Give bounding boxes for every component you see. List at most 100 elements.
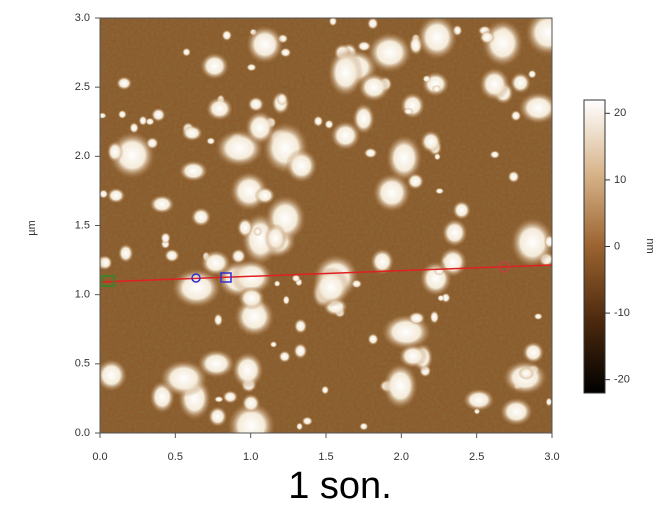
grain	[420, 130, 442, 153]
colorbar	[583, 99, 606, 394]
grain	[206, 137, 216, 145]
grain	[327, 48, 364, 97]
grain	[197, 349, 236, 378]
grain	[149, 194, 175, 214]
grain	[278, 350, 291, 363]
grain	[178, 160, 209, 182]
grain	[367, 333, 379, 346]
afm-image	[100, 18, 552, 433]
grain	[269, 341, 278, 348]
grain	[241, 393, 261, 413]
grain	[545, 397, 552, 407]
grain	[247, 96, 265, 113]
grain	[231, 352, 264, 389]
grain	[181, 125, 203, 142]
grain	[227, 401, 276, 433]
y-tick-label: 2.5	[75, 81, 90, 93]
grain	[324, 119, 334, 130]
y-tick-label: 0.0	[75, 427, 90, 439]
grain	[431, 84, 442, 93]
grain	[434, 187, 445, 195]
grain	[285, 148, 318, 183]
grain	[330, 120, 361, 151]
grain	[182, 47, 191, 57]
grain	[138, 115, 148, 126]
x-tick-label: 1.0	[243, 451, 258, 463]
grain	[100, 112, 107, 119]
grain	[525, 18, 552, 56]
grain	[359, 422, 369, 431]
grain	[109, 131, 156, 179]
grain	[433, 153, 441, 161]
grain	[118, 243, 134, 263]
grain	[479, 67, 510, 101]
grain	[230, 248, 247, 264]
grain	[222, 390, 239, 404]
grain	[400, 92, 426, 119]
grain	[293, 342, 308, 360]
grain	[296, 422, 304, 431]
grain	[276, 92, 288, 106]
grain	[433, 267, 445, 276]
y-tick-label: 1.0	[75, 289, 90, 301]
grain	[312, 266, 350, 308]
grain	[221, 29, 233, 42]
x-tick-label: 3.0	[544, 451, 559, 463]
grain	[363, 147, 378, 159]
grain	[437, 294, 445, 302]
colorbar-tick-label: 20	[614, 107, 626, 119]
y-tick-label: 2.0	[75, 150, 90, 162]
grain	[416, 18, 458, 60]
grain	[301, 416, 313, 426]
grain	[479, 30, 495, 45]
grain	[372, 173, 411, 213]
grain	[246, 25, 284, 64]
grain	[352, 103, 375, 135]
x-tick-label: 2.5	[469, 451, 484, 463]
grain	[293, 318, 308, 334]
grain	[159, 359, 208, 398]
grain	[160, 232, 171, 245]
y-tick-label: 1.5	[75, 219, 90, 231]
colorbar-tick-label: 10	[614, 174, 626, 186]
grain	[406, 172, 425, 190]
grain	[358, 72, 390, 102]
grain	[321, 385, 330, 395]
grain	[207, 406, 228, 427]
grain	[367, 18, 379, 30]
grain	[116, 76, 133, 91]
grain	[403, 107, 414, 115]
colorbar-tick-label: -20	[614, 374, 630, 386]
grain	[245, 110, 276, 145]
x-tick-label: 0.0	[92, 451, 107, 463]
grain	[151, 107, 166, 122]
colorbar-label: nm	[644, 238, 656, 253]
grain	[522, 341, 545, 364]
grain	[441, 218, 468, 247]
grain	[510, 72, 531, 94]
profile-cursor	[99, 261, 553, 287]
grain	[246, 63, 257, 72]
grain	[351, 279, 363, 289]
grain	[200, 52, 230, 80]
grain	[422, 74, 431, 83]
colorbar-tick-label: 0	[614, 240, 620, 252]
grain	[145, 117, 155, 126]
grain	[518, 366, 535, 380]
grain	[398, 344, 428, 369]
x-tick-label: 0.5	[168, 451, 183, 463]
grain	[518, 91, 552, 124]
grain	[100, 255, 113, 270]
grain	[489, 150, 501, 159]
grain	[100, 358, 128, 392]
grain	[367, 32, 412, 73]
grain	[253, 227, 263, 237]
grain	[463, 388, 495, 412]
grain	[533, 312, 543, 320]
grain	[370, 248, 395, 275]
grain	[282, 295, 290, 306]
grain	[273, 280, 281, 288]
colorbar-tick-label: -10	[614, 307, 630, 319]
grain	[237, 217, 254, 238]
grain	[328, 18, 338, 27]
